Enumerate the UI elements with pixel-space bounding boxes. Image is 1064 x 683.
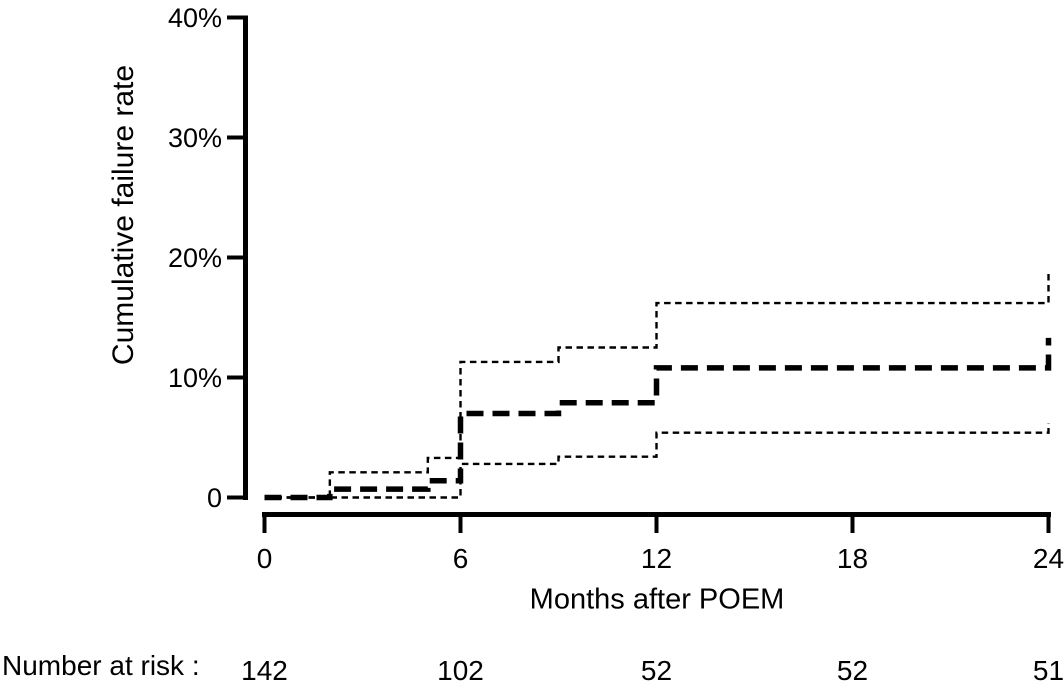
number-at-risk-value: 102 <box>437 655 484 683</box>
number-at-risk-value: 142 <box>241 655 288 683</box>
series-ci-upper-path <box>264 273 1050 499</box>
number-at-risk-value: 52 <box>641 655 672 683</box>
y-axis-title: Cumulative failure rate <box>107 64 140 366</box>
y-tick-label: 40% <box>168 3 222 33</box>
y-tick-label: 20% <box>168 243 222 273</box>
x-tick-label: 18 <box>837 543 868 574</box>
number-at-risk-label: Number at risk : <box>2 650 200 681</box>
x-tick-label: 6 <box>453 543 469 574</box>
number-at-risk-value: 52 <box>837 655 868 683</box>
x-tick-label: 0 <box>257 543 273 574</box>
series-ci-lower-path <box>264 423 1050 499</box>
y-tick-label: 10% <box>168 363 222 393</box>
y-tick-label: 30% <box>168 123 222 153</box>
x-axis-title: Months after POEM <box>529 583 785 616</box>
y-tick-label: 0 <box>207 483 222 513</box>
number-at-risk-value: 51 <box>1033 655 1064 683</box>
x-tick-label: 12 <box>641 543 672 574</box>
series-estimate-path <box>264 337 1052 501</box>
x-tick-label: 24 <box>1033 543 1064 574</box>
